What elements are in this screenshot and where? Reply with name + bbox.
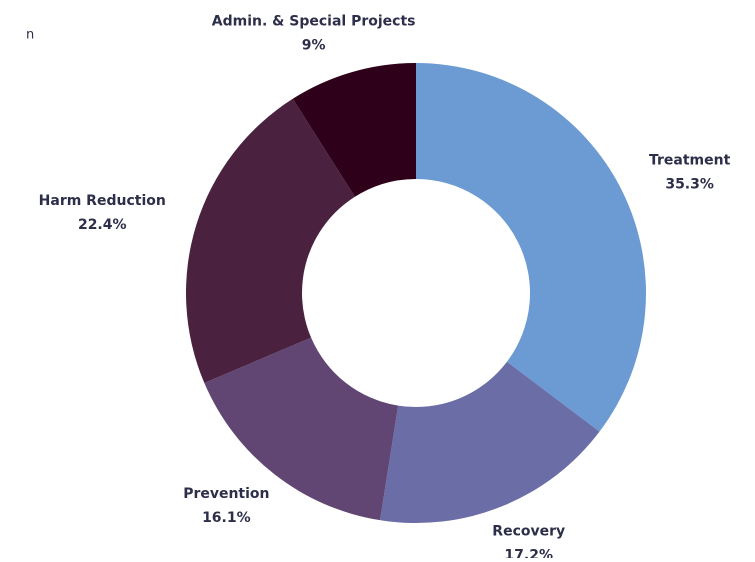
segment-label: Recovery: [492, 523, 565, 539]
segment-value-label: 35.3%: [665, 177, 714, 193]
donut-segment: [416, 63, 646, 432]
segment-value-label: 9%: [302, 38, 326, 54]
segment-label: Admin. & Special Projects: [212, 14, 416, 30]
donut-segment: [292, 63, 416, 197]
segment-value-label: 16.1%: [202, 510, 251, 526]
donut-segment: [204, 337, 399, 521]
segment-label: Harm Reduction: [39, 193, 166, 209]
fragment-text: n: [26, 28, 34, 43]
segment-value-label: 17.2%: [504, 547, 553, 558]
segment-label: Treatment: [649, 153, 731, 169]
segment-label: Prevention: [183, 486, 269, 502]
segment-value-label: 22.4%: [78, 217, 127, 233]
donut-segment: [185, 98, 355, 384]
donut-segment: [380, 361, 600, 524]
